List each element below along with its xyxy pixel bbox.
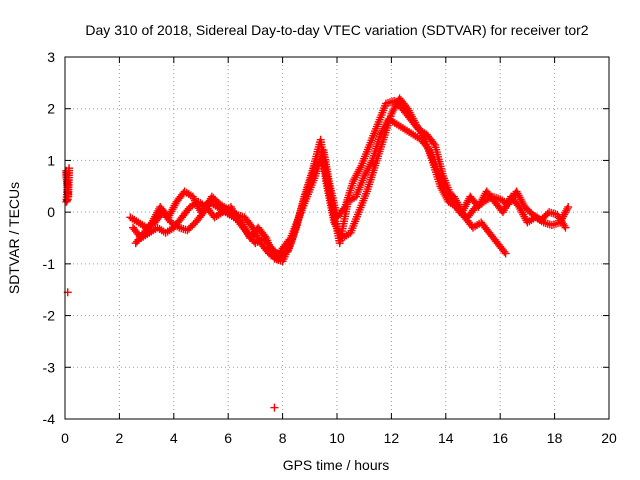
y-tick-label: -4 (43, 411, 56, 427)
plot-frame (64, 56, 610, 420)
data-point (561, 223, 570, 232)
data-point (429, 139, 438, 148)
y-tick-label: 2 (47, 101, 55, 117)
y-tick-label: 0 (47, 204, 55, 220)
x-tick-label: 18 (547, 430, 563, 446)
x-tick-label: 4 (170, 430, 178, 446)
data-point (501, 249, 510, 258)
y-tick-label: -1 (43, 256, 56, 272)
data-point (500, 247, 509, 256)
data-point (270, 403, 279, 412)
x-tick-label: 14 (438, 430, 454, 446)
x-tick-label: 0 (61, 430, 69, 446)
x-tick-label: 20 (601, 430, 617, 446)
x-tick-label: 12 (384, 430, 400, 446)
x-tick-label: 2 (116, 430, 124, 446)
x-tick-label: 6 (224, 430, 232, 446)
data-point (564, 202, 573, 211)
y-axis-label: SDTVAR / TECUs (6, 182, 22, 294)
y-tick-label: -3 (43, 359, 56, 375)
x-tick-label: 10 (329, 430, 345, 446)
chart-title: Day 310 of 2018, Sidereal Day-to-day VTE… (85, 22, 588, 38)
x-axis-label: GPS time / hours (283, 457, 390, 473)
y-tick-label: 3 (47, 49, 55, 65)
y-tick-label: 1 (47, 152, 55, 168)
data-point (260, 232, 269, 241)
y-tick-label: -2 (43, 308, 56, 324)
data-point (563, 204, 572, 213)
x-tick-label: 8 (279, 430, 287, 446)
data-point (424, 144, 433, 153)
data-point (367, 158, 376, 167)
data-points (62, 94, 573, 412)
x-tick-label: 16 (492, 430, 508, 446)
data-point (560, 221, 569, 230)
data-point (356, 163, 365, 172)
